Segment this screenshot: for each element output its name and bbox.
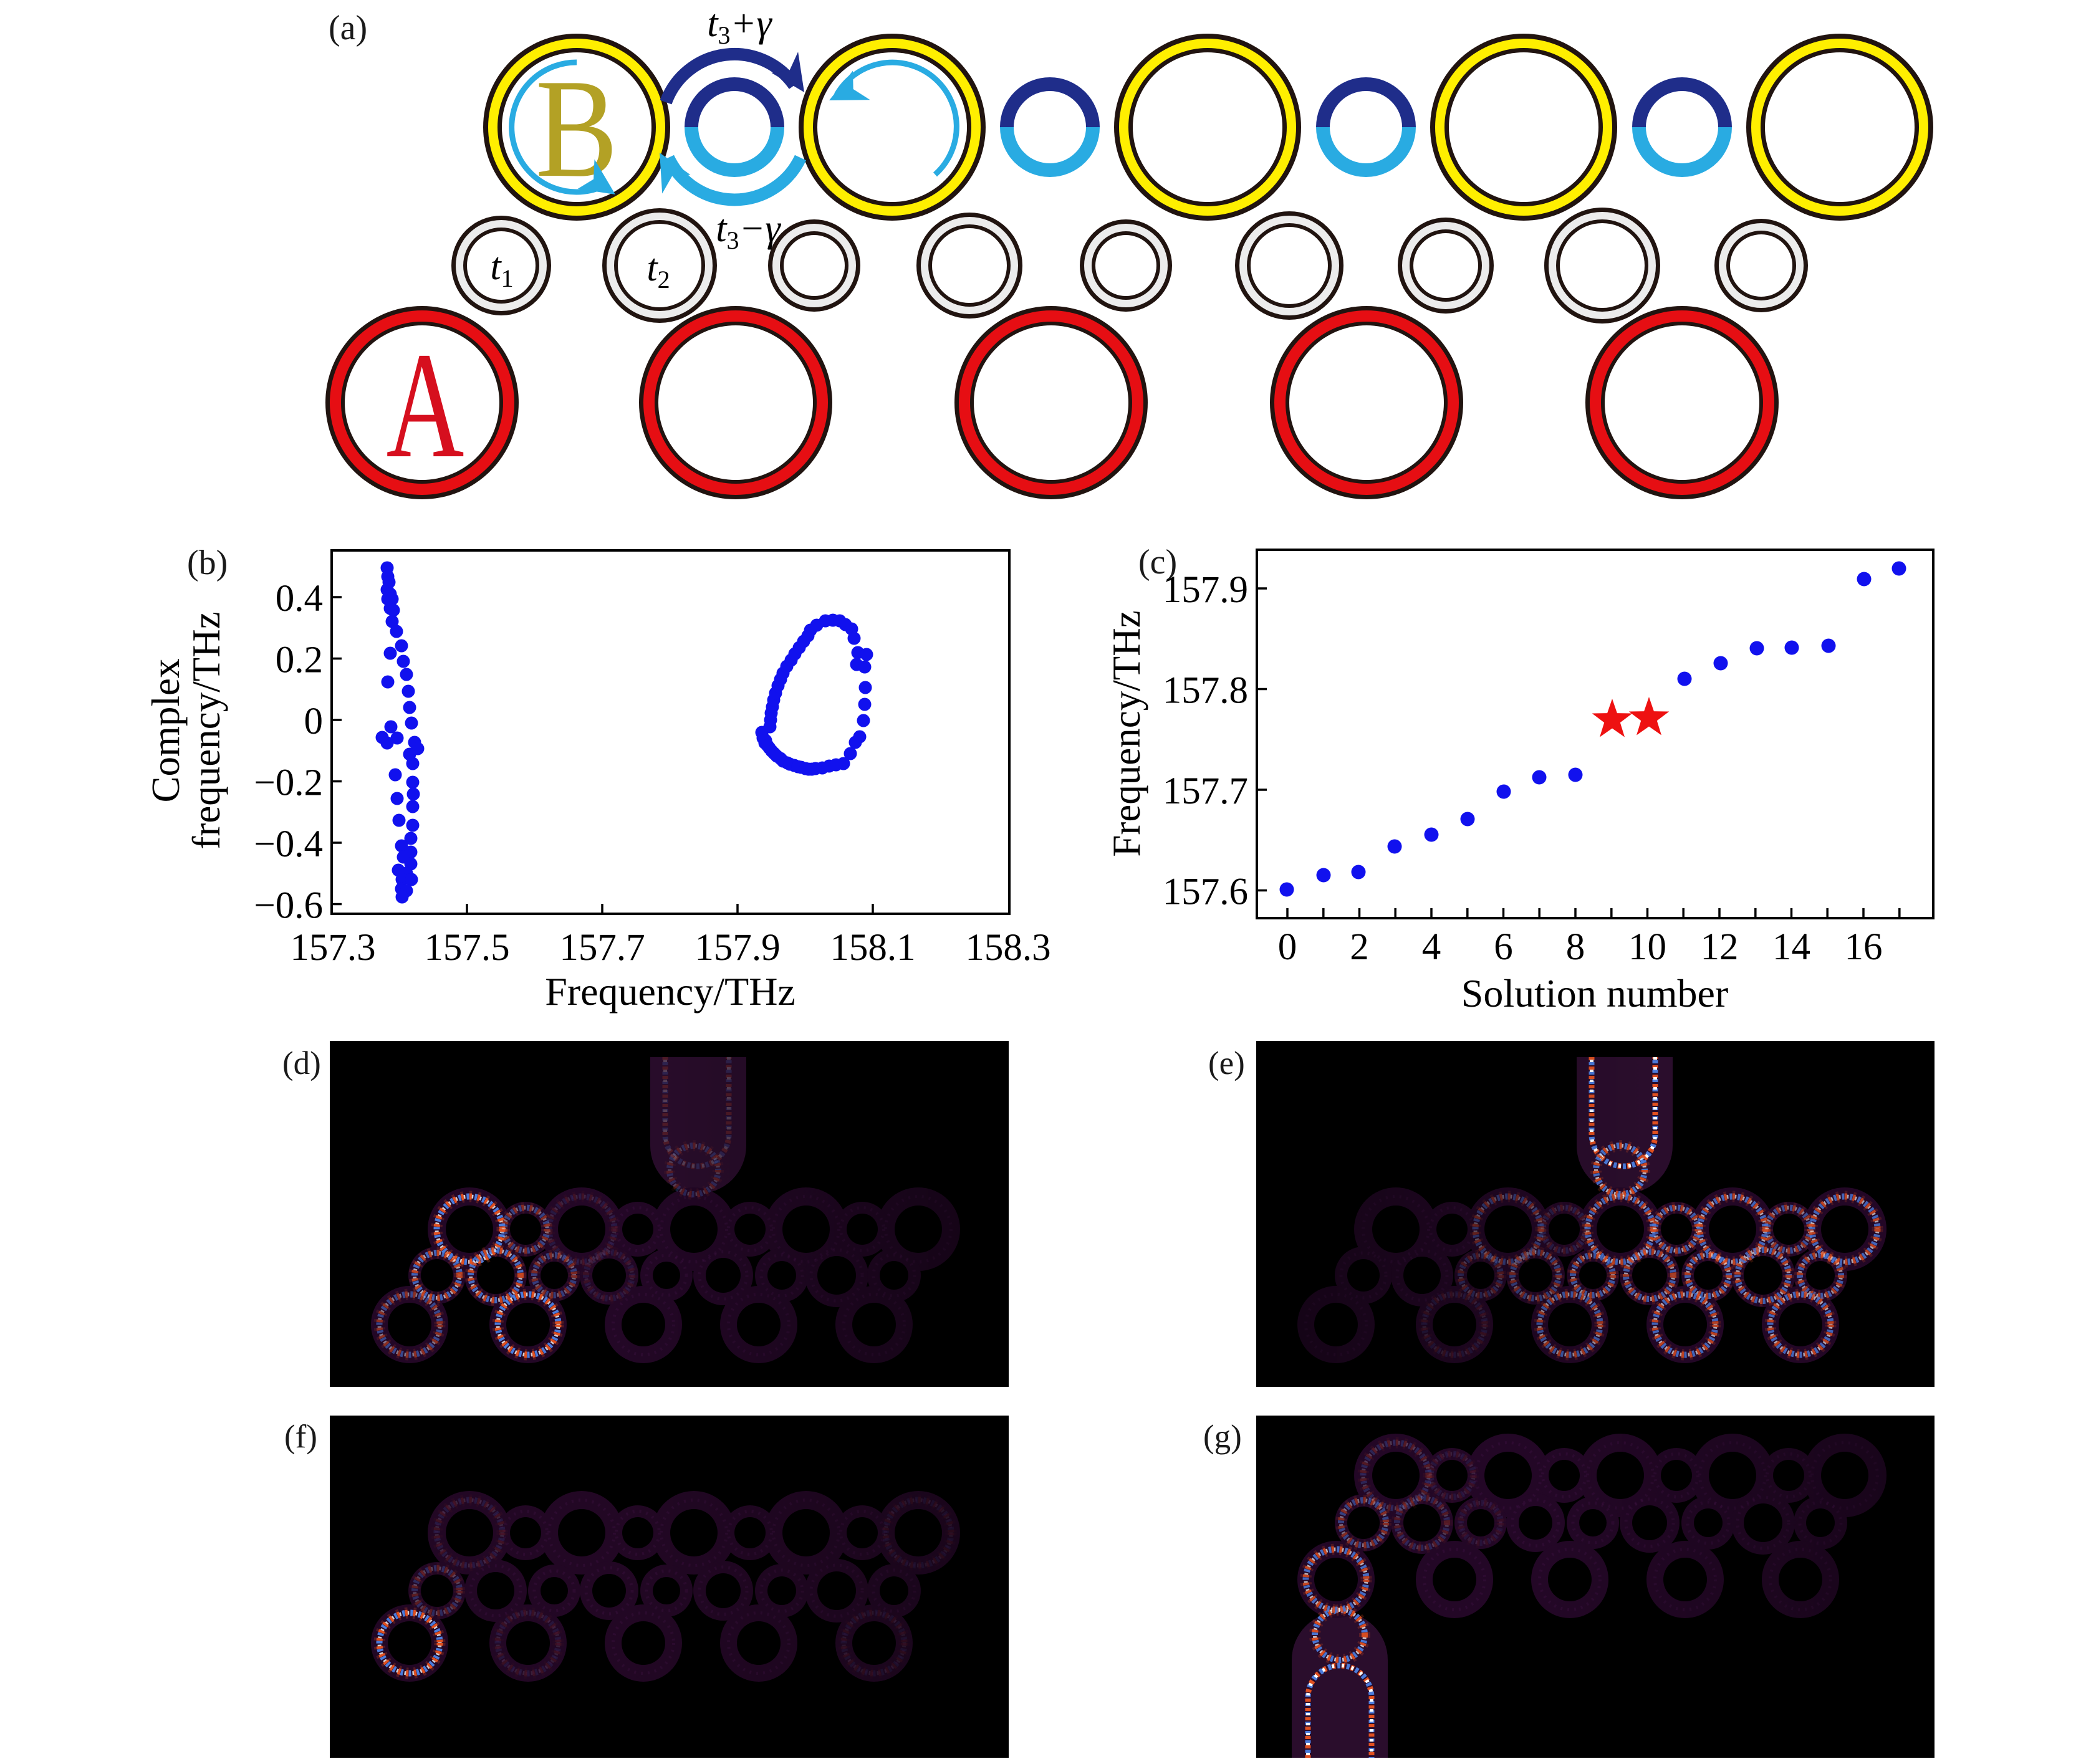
- svg-text:14: 14: [1772, 926, 1810, 968]
- svg-text:−0.2: −0.2: [254, 762, 323, 804]
- svg-text:158.3: 158.3: [965, 927, 1050, 969]
- svg-text:6: 6: [1494, 926, 1513, 968]
- svg-text:2: 2: [1350, 926, 1369, 968]
- svg-text:157.3: 157.3: [290, 927, 375, 969]
- svg-text:157.7: 157.7: [559, 927, 645, 969]
- svg-text:4: 4: [1422, 926, 1441, 968]
- svg-text:157.8: 157.8: [1163, 670, 1248, 712]
- svg-text:(g): (g): [1203, 1419, 1242, 1455]
- svg-text:(a): (a): [329, 9, 367, 47]
- svg-text:157.6: 157.6: [1163, 871, 1248, 913]
- svg-text:−0.4: −0.4: [254, 823, 323, 865]
- svg-text:157.7: 157.7: [1163, 770, 1248, 812]
- svg-text:0: 0: [1278, 926, 1297, 968]
- svg-text:158.1: 158.1: [830, 927, 915, 969]
- svg-text:(f): (f): [284, 1419, 317, 1455]
- svg-text:(d): (d): [282, 1045, 321, 1081]
- svg-text:t3+γ: t3+γ: [707, 2, 772, 49]
- svg-text:(b): (b): [187, 544, 228, 582]
- svg-text:Complex: Complex: [144, 659, 188, 803]
- svg-text:A: A: [387, 321, 464, 489]
- svg-text:157.9: 157.9: [695, 927, 780, 969]
- svg-text:frequency/THz: frequency/THz: [185, 611, 228, 849]
- svg-text:−0.6: −0.6: [254, 885, 323, 927]
- svg-text:0.2: 0.2: [276, 640, 323, 681]
- svg-text:12: 12: [1701, 926, 1739, 968]
- svg-text:t3−γ: t3−γ: [716, 208, 781, 254]
- svg-text:(c): (c): [1138, 543, 1177, 582]
- svg-text:10: 10: [1628, 926, 1666, 968]
- svg-text:157.9: 157.9: [1163, 569, 1248, 611]
- svg-text:16: 16: [1845, 926, 1883, 968]
- svg-text:0.4: 0.4: [276, 578, 323, 620]
- svg-text:Solution number: Solution number: [1461, 971, 1728, 1015]
- svg-text:8: 8: [1566, 926, 1585, 968]
- svg-text:Frequency/THz: Frequency/THz: [1105, 610, 1148, 856]
- svg-text:Frequency/THz: Frequency/THz: [545, 969, 795, 1014]
- svg-text:157.5: 157.5: [424, 927, 509, 969]
- svg-text:(e): (e): [1208, 1045, 1245, 1081]
- svg-text:0: 0: [304, 701, 324, 742]
